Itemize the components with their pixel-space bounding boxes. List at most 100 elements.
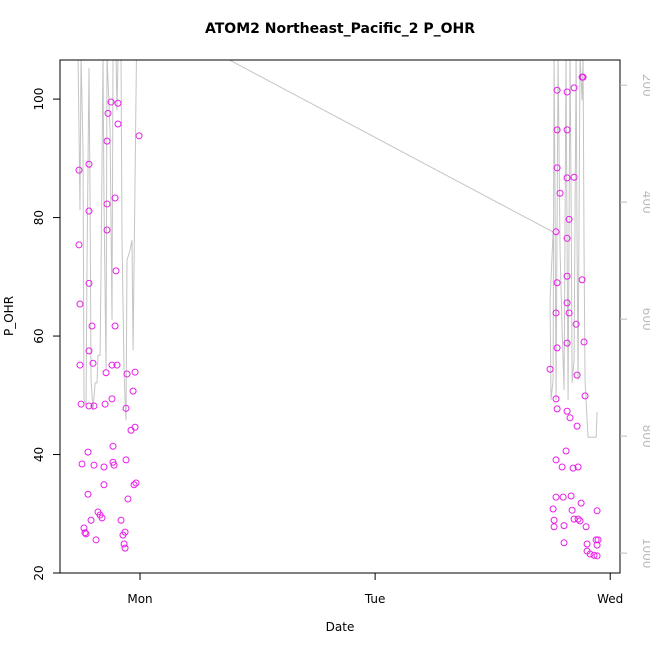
data-point: [114, 99, 122, 107]
data-point: [76, 300, 84, 308]
data-point: [583, 540, 591, 548]
data-point: [569, 464, 577, 472]
data-point: [98, 514, 106, 522]
data-point: [81, 529, 89, 537]
data-point: [550, 523, 558, 531]
data-point: [558, 463, 566, 471]
data-point: [117, 516, 125, 524]
data-point: [124, 495, 132, 503]
data-point: [563, 88, 571, 96]
data-point: [131, 423, 139, 431]
data-point: [89, 359, 97, 367]
data-point: [570, 173, 578, 181]
data-point: [552, 395, 560, 403]
data-point: [552, 493, 560, 501]
data-point: [567, 492, 575, 500]
data-point: [108, 361, 116, 369]
data-point: [114, 120, 122, 128]
data-point: [565, 309, 573, 317]
data-point: [75, 241, 83, 249]
data-point: [85, 402, 93, 410]
data-point: [90, 461, 98, 469]
data-point: [553, 279, 561, 287]
y2-tick-label: 200: [640, 74, 650, 97]
plot-area: [75, 60, 602, 560]
data-point: [112, 267, 120, 275]
data-point: [563, 272, 571, 280]
data-point: [549, 505, 557, 513]
y2-tick-label: 800: [640, 425, 650, 448]
data-point: [573, 422, 581, 430]
data-point: [122, 404, 130, 412]
y-tick-label: 60: [32, 328, 46, 343]
data-point: [563, 126, 571, 134]
data-point: [121, 544, 129, 552]
plot-box: [59, 59, 621, 574]
data-point: [572, 320, 580, 328]
data-point: [84, 448, 92, 456]
y2-tick-label: 1000: [640, 538, 650, 569]
data-point: [574, 463, 582, 471]
data-point: [556, 189, 564, 197]
data-point: [111, 194, 119, 202]
data-point: [75, 166, 83, 174]
data-point: [90, 402, 98, 410]
chart-title: ATOM2 Northeast_Pacific_2 P_OHR: [205, 21, 475, 37]
data-point: [85, 347, 93, 355]
data-point: [101, 400, 109, 408]
data-point: [553, 86, 561, 94]
data-point: [553, 344, 561, 352]
data-point: [562, 447, 570, 455]
data-line: [77, 60, 598, 438]
data-point: [566, 414, 574, 422]
data-point: [103, 200, 111, 208]
data-point: [559, 493, 567, 501]
data-point: [100, 481, 108, 489]
y-axis-label: P_OHR: [2, 296, 16, 336]
y-tick-label: 100: [32, 88, 46, 111]
data-point: [88, 322, 96, 330]
data-point: [546, 365, 554, 373]
data-point: [552, 456, 560, 464]
data-point: [77, 400, 85, 408]
data-point: [570, 84, 578, 92]
data-point: [84, 490, 92, 498]
data-point: [85, 160, 93, 168]
data-point: [563, 339, 571, 347]
y2-tick-label: 400: [640, 191, 650, 214]
data-point: [103, 137, 111, 145]
data-point: [108, 395, 116, 403]
data-point: [76, 361, 84, 369]
data-point: [85, 207, 93, 215]
x-tick-label: Mon: [127, 592, 152, 606]
data-point: [85, 279, 93, 287]
data-point: [129, 387, 137, 395]
data-point: [100, 463, 108, 471]
data-point: [593, 552, 601, 560]
data-point: [560, 522, 568, 530]
data-point: [78, 460, 86, 468]
data-point: [92, 536, 100, 544]
data-point: [109, 458, 117, 466]
data-point: [131, 368, 139, 376]
data-point: [578, 276, 586, 284]
x-tick-label: Wed: [597, 592, 623, 606]
data-point: [563, 234, 571, 242]
data-point: [565, 215, 573, 223]
data-point: [579, 73, 587, 81]
data-point: [576, 517, 584, 525]
data-point: [132, 479, 140, 487]
data-point: [552, 309, 560, 317]
data-point: [553, 126, 561, 134]
data-point: [103, 226, 111, 234]
data-point: [573, 371, 581, 379]
data-point: [593, 541, 601, 549]
y-tick-label: 40: [32, 447, 46, 462]
data-point: [582, 523, 590, 531]
data-point: [550, 516, 558, 524]
data-point: [593, 507, 601, 515]
y2-tick-label: 600: [640, 308, 650, 331]
data-point: [568, 506, 576, 514]
data-point: [107, 98, 115, 106]
